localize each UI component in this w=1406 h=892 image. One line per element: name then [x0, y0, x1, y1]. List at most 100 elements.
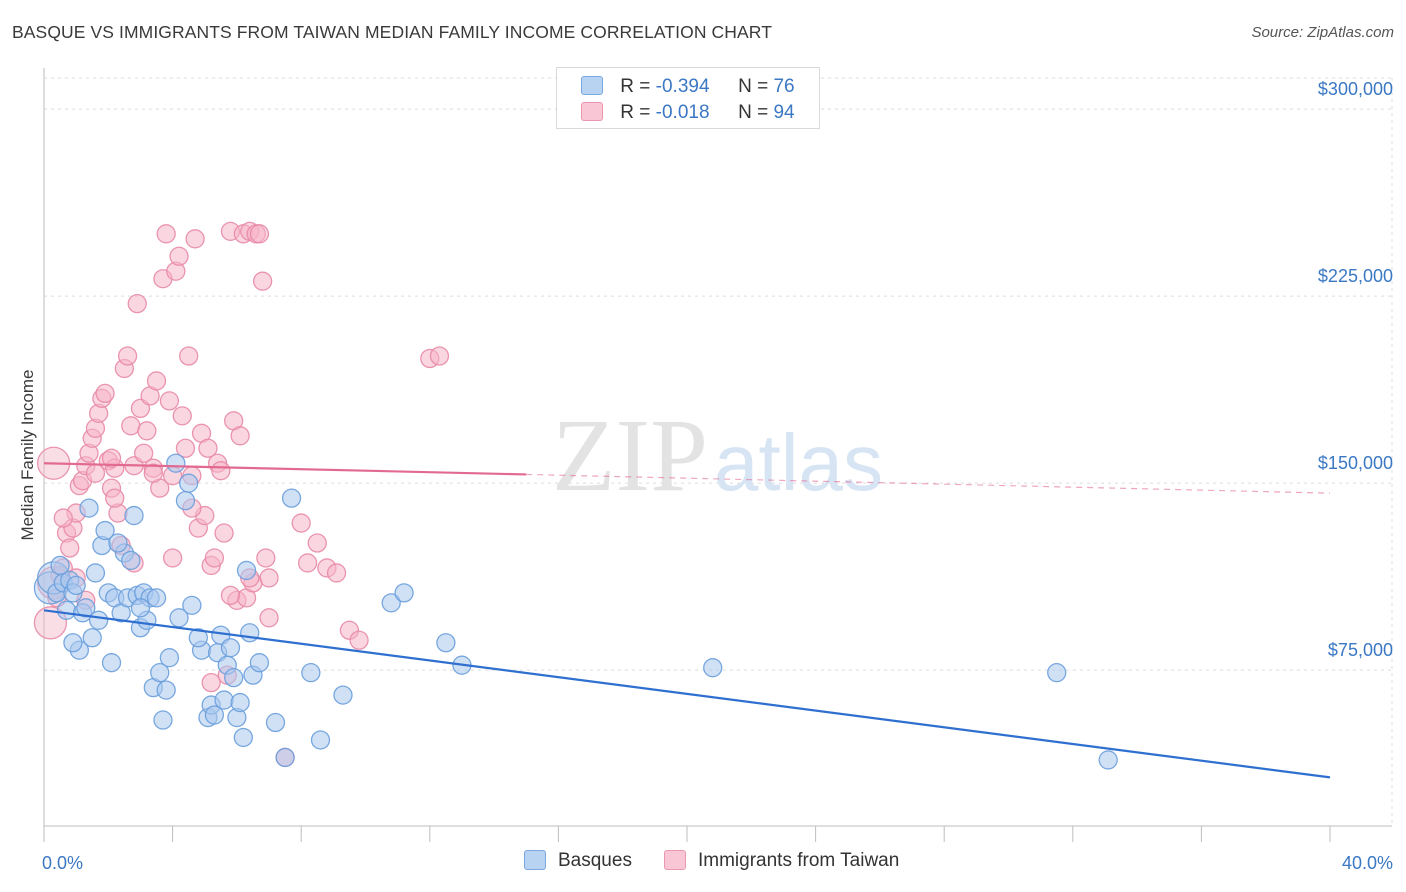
taiwan-point-85 — [162, 548, 183, 568]
trend-lines — [43, 462, 1331, 779]
basques-point-55 — [301, 663, 321, 683]
taiwan-point-40 — [169, 246, 189, 266]
taiwan-point-36 — [156, 224, 176, 244]
legend-item-basques[interactable]: Basques — [524, 850, 632, 872]
chart-title: BASQUE VS IMMIGRANTS FROM TAIWAN MEDIAN … — [12, 22, 773, 42]
legend-n-value: 94 — [773, 102, 795, 123]
taiwan-point-81 — [85, 463, 106, 483]
legend-swatch-basques — [524, 850, 546, 870]
taiwan-point-41 — [172, 406, 192, 426]
taiwan-point-87 — [201, 672, 221, 693]
taiwan-point-24 — [117, 346, 138, 366]
basques-point-72 — [240, 623, 260, 643]
basques-point-70 — [204, 705, 225, 725]
basques-point-12 — [82, 628, 102, 648]
basques-point-5 — [56, 600, 77, 620]
taiwan-point-45 — [185, 229, 205, 249]
y-tick-labels: $75,000 $150,000 $225,000 $300,000 — [1318, 79, 1393, 660]
basques-point-74 — [108, 533, 128, 553]
series-basques-points — [33, 453, 1118, 770]
taiwan-point-66 — [252, 271, 273, 291]
y-tick-label-1: $150,000 — [1318, 453, 1393, 473]
basques-point-65 — [63, 633, 83, 653]
legend-r-label: R = — [620, 102, 656, 123]
taiwan-point-67 — [256, 548, 276, 568]
basques-point-68 — [146, 588, 167, 608]
legend-label-basques: Basques — [558, 850, 632, 871]
basques-point-60 — [436, 633, 456, 653]
taiwan-point-68 — [259, 568, 279, 588]
basques-point-38 — [182, 595, 202, 615]
basques-point-48 — [230, 692, 250, 713]
y-tick-label-2: $225,000 — [1318, 266, 1393, 286]
basques-point-63 — [1047, 663, 1067, 683]
basques-point-73 — [265, 712, 286, 733]
legend-label-taiwan: Immigrants from Taiwan — [698, 850, 900, 871]
basques-point-59 — [394, 583, 414, 603]
taiwan-point-79 — [53, 508, 73, 528]
legend-swatch-pink — [581, 102, 603, 121]
y-axis-label: Median Family Income — [18, 369, 37, 540]
taiwan-point-90 — [259, 608, 279, 628]
basques-point-64 — [1098, 750, 1118, 770]
series-legend: Basques Immigrants from Taiwan — [0, 850, 1406, 878]
basques-point-52 — [249, 653, 270, 673]
series-immigrants-from-taiwan-points — [33, 221, 450, 768]
basques-point-54 — [281, 488, 302, 508]
x-tick-labels: 0.0% 40.0% — [42, 853, 1393, 873]
basques-point-53 — [275, 747, 295, 768]
legend-row-taiwan: R = -0.018 N = 94 — [581, 102, 795, 124]
source-attribution: Source: ZipAtlas.com — [1251, 24, 1394, 41]
taiwan-point-29 — [134, 443, 154, 463]
taiwan-point-65 — [249, 224, 270, 244]
taiwan-point-88 — [220, 585, 241, 606]
taiwan-point-17 — [95, 383, 115, 404]
taiwan-point-49 — [198, 438, 218, 458]
x-tick-label-start: 0.0% — [42, 853, 83, 873]
y-tick-label-3: $300,000 — [1318, 79, 1393, 99]
taiwan-point-42 — [175, 438, 196, 458]
taiwan-point-72 — [307, 533, 327, 553]
basques-point-62 — [703, 658, 723, 678]
watermark-zip: ZIP — [552, 398, 708, 513]
correlation-legend: R = -0.394 N = 76 R = -0.018 N = 94 — [556, 67, 820, 129]
basques-point-30 — [150, 663, 170, 683]
basques-point-49 — [233, 727, 253, 748]
legend-r-value: -0.018 — [655, 102, 710, 123]
basques-point-50 — [236, 560, 257, 581]
taiwan-point-6 — [60, 538, 80, 558]
basques-point-13 — [85, 563, 106, 583]
taiwan-point-33 — [146, 371, 167, 391]
taiwan-point-74 — [326, 563, 347, 583]
axes — [43, 68, 1392, 842]
basques-point-69 — [188, 628, 208, 648]
taiwan-point-71 — [297, 553, 318, 573]
basques-point-16 — [95, 520, 115, 541]
taiwan-point-84 — [143, 463, 163, 483]
watermark-atlas: atlas — [714, 418, 883, 507]
basques-point-33 — [159, 648, 180, 668]
legend-swatch-blue — [581, 76, 603, 95]
taiwan-point-27 — [127, 293, 147, 314]
taiwan-point-30 — [137, 421, 157, 441]
taiwan-point-51 — [204, 548, 225, 568]
taiwan-point-43 — [179, 346, 199, 366]
x-tick-label-end: 40.0% — [1342, 853, 1393, 873]
taiwan-point-93 — [101, 448, 122, 468]
legend-r-value: -0.394 — [655, 76, 710, 97]
basques-point-37 — [179, 473, 199, 493]
basques-point-58 — [381, 593, 401, 613]
taiwan-point-70 — [291, 513, 311, 533]
basques-point-14 — [89, 610, 109, 630]
trend-line-basques — [43, 609, 1331, 779]
legend-n-value: 76 — [773, 76, 795, 97]
basques-point-32 — [156, 680, 176, 700]
taiwan-point-76 — [349, 630, 369, 650]
taiwan-point-37 — [159, 391, 180, 411]
basques-point-31 — [153, 710, 173, 730]
legend-item-taiwan[interactable]: Immigrants from Taiwan — [664, 850, 899, 872]
trend-line-taiwan-extension — [526, 473, 1331, 494]
basques-point-18 — [101, 653, 122, 673]
basques-point-23 — [124, 505, 144, 526]
